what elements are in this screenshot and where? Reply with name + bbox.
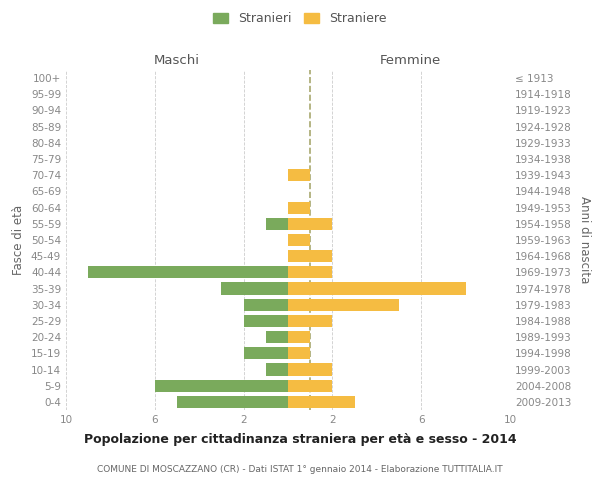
Y-axis label: Anni di nascita: Anni di nascita [578,196,591,284]
Text: Maschi: Maschi [154,54,200,67]
Bar [288,169,310,181]
Text: Popolazione per cittadinanza straniera per età e sesso - 2014: Popolazione per cittadinanza straniera p… [83,432,517,446]
Bar [288,364,332,376]
Text: COMUNE DI MOSCAZZANO (CR) - Dati ISTAT 1° gennaio 2014 - Elaborazione TUTTITALIA: COMUNE DI MOSCAZZANO (CR) - Dati ISTAT 1… [97,466,503,474]
Bar [244,315,288,327]
Bar [288,234,310,246]
Bar [288,348,310,360]
Bar [288,298,399,311]
Bar [88,266,288,278]
Bar [266,364,288,376]
Bar [288,202,310,213]
Bar [288,396,355,408]
Bar [288,218,332,230]
Legend: Stranieri, Straniere: Stranieri, Straniere [209,8,391,29]
Bar [288,315,332,327]
Bar [288,250,332,262]
Bar [244,298,288,311]
Bar [221,282,288,294]
Text: Femmine: Femmine [379,54,441,67]
Bar [177,396,288,408]
Bar [288,380,332,392]
Bar [288,331,310,343]
Bar [288,282,466,294]
Bar [288,266,332,278]
Y-axis label: Fasce di età: Fasce di età [13,205,25,275]
Bar [155,380,288,392]
Bar [266,218,288,230]
Bar [244,348,288,360]
Bar [266,331,288,343]
